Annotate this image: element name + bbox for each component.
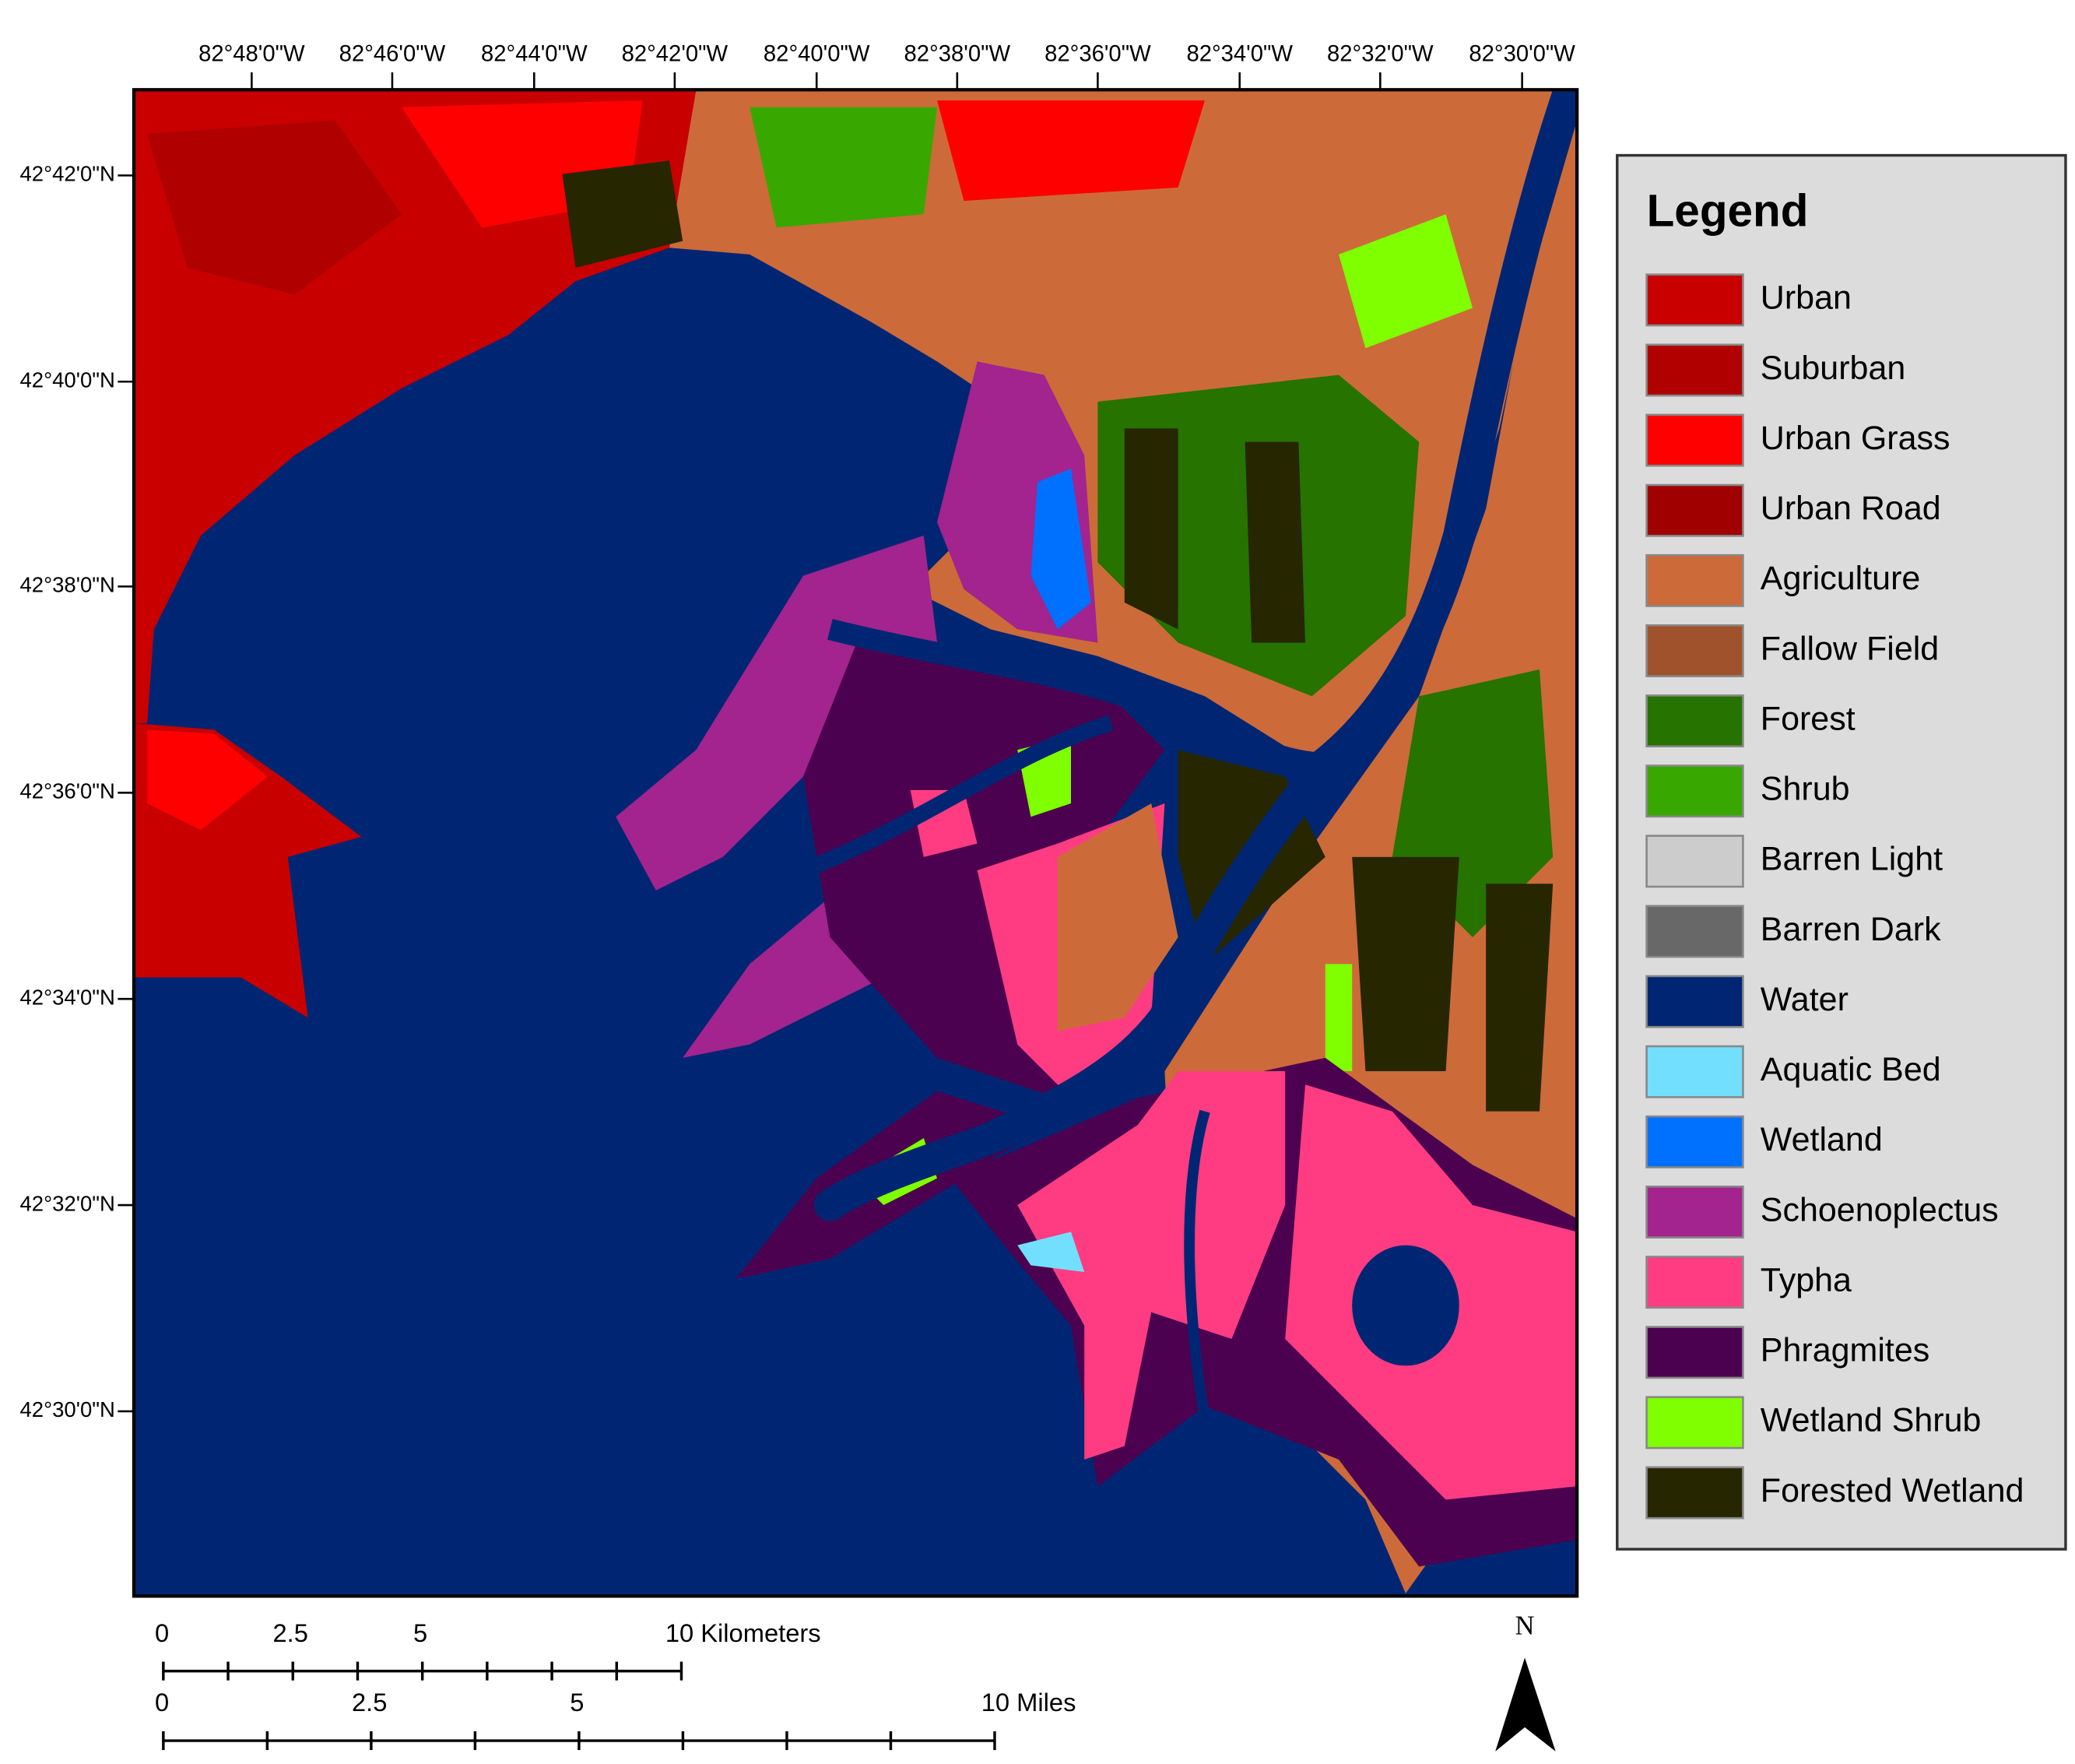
legend-label: Forest	[1761, 700, 1856, 737]
land-forested-wetland	[1245, 441, 1305, 643]
land-agriculture	[1057, 803, 1178, 1031]
longitude-label: 82°40'0"W	[764, 41, 870, 66]
longitude-label: 82°38'0"W	[904, 41, 1011, 66]
legend-label: Shrub	[1761, 771, 1850, 808]
legend-swatch	[1645, 1045, 1744, 1098]
land-aquatic-bed	[1017, 1232, 1085, 1273]
scale-label: 5	[413, 1618, 427, 1647]
legend-label: Barren Dark	[1761, 911, 1941, 948]
legend-swatch	[1645, 1466, 1744, 1520]
legend-label: Urban Grass	[1761, 420, 1950, 457]
scale-label: 0	[155, 1688, 169, 1717]
scale-label: 10 Kilometers	[665, 1618, 821, 1647]
land-forested-wetland	[1352, 856, 1459, 1072]
latitude-label: 42°40'0"N	[19, 368, 114, 392]
north-arrow	[1495, 1657, 1556, 1752]
legend-swatch	[1645, 835, 1744, 888]
legend-label: Urban Road	[1761, 490, 1941, 527]
pond	[1352, 1245, 1459, 1366]
river	[800, 715, 1114, 878]
latitude-label: 42°30'0"N	[19, 1397, 114, 1421]
scale-label: 5	[570, 1688, 584, 1717]
legend-label: Barren Light	[1761, 841, 1943, 878]
legend-label: Typha	[1761, 1261, 1852, 1298]
legend-label: Phragmites	[1761, 1332, 1929, 1369]
land-typha	[1017, 1071, 1286, 1460]
land-wetland-shrub	[1325, 964, 1353, 1072]
land-urban-grass	[147, 729, 268, 831]
legend-label: Suburban	[1761, 350, 1905, 387]
legend-swatch	[1645, 1396, 1744, 1450]
north-label: N	[1515, 1611, 1535, 1640]
longitude-label: 82°48'0"W	[198, 41, 305, 66]
legend-swatch	[1645, 483, 1744, 537]
legend: Legend Urban Suburban Urban Grass Urban Roa…	[1616, 153, 2067, 1551]
legend-label: Urban	[1761, 279, 1852, 317]
longitude-label: 82°44'0"W	[481, 41, 588, 66]
longitude-label: 82°32'0"W	[1327, 41, 1434, 66]
latitude-label: 42°38'0"N	[19, 573, 114, 597]
legend-swatch	[1645, 1326, 1744, 1379]
legend-label: Water	[1761, 981, 1849, 1018]
scale-label: 0	[155, 1618, 169, 1647]
legend-label: Wetland Shrub	[1761, 1402, 1982, 1439]
river	[827, 619, 1326, 775]
legend-swatch	[1645, 1115, 1744, 1168]
land-forested-wetland	[1486, 884, 1554, 1112]
longitude-label: 82°30'0"W	[1469, 41, 1575, 66]
legend-swatch	[1645, 905, 1744, 958]
river	[813, 90, 1578, 1221]
latitude-label: 42°34'0"N	[19, 985, 114, 1009]
scale-bars: 0 2.5 5 10 Kilometers 0 2.5 5 10 Miles	[155, 1618, 1076, 1751]
latitude-label: 42°36'0"N	[19, 779, 114, 803]
longitude-label: 82°42'0"W	[622, 41, 729, 66]
legend-label: Fallow Field	[1761, 630, 1939, 667]
legend-label: Forested Wetland	[1761, 1472, 2024, 1509]
legend-swatch	[1645, 343, 1744, 397]
land-urban-grass	[937, 100, 1205, 202]
land-shrub	[750, 107, 937, 228]
land-wetland-shrub	[1339, 214, 1473, 349]
land-forested-wetland	[1124, 428, 1178, 630]
legend-swatch	[1645, 694, 1744, 748]
latitude-label: 42°32'0"N	[19, 1191, 114, 1215]
map-frame	[132, 88, 1579, 1598]
legend-swatch	[1645, 1256, 1744, 1309]
land-forested-wetland	[562, 160, 683, 269]
legend-swatch	[1645, 553, 1744, 607]
longitude-label: 82°34'0"W	[1186, 41, 1293, 66]
legend-swatch	[1645, 975, 1744, 1028]
legend-swatch	[1645, 624, 1744, 677]
legend-label: Schoenoplectus	[1761, 1191, 1999, 1228]
legend-label: Agriculture	[1761, 560, 1921, 597]
legend-swatch	[1645, 273, 1744, 327]
legend-label: Aquatic Bed	[1761, 1051, 1941, 1088]
map-body	[134, 90, 1578, 1597]
legend-swatch	[1645, 1186, 1744, 1239]
land-suburban	[147, 120, 402, 295]
longitude-label: 82°46'0"W	[339, 41, 446, 66]
legend-title: Legend	[1647, 186, 1809, 237]
river	[1184, 1109, 1210, 1421]
land-schoenoplectus	[616, 536, 937, 891]
scale-label: 2.5	[352, 1688, 387, 1717]
scale-label: 2.5	[273, 1618, 308, 1647]
legend-label: Wetland	[1761, 1121, 1883, 1158]
legend-swatch	[1645, 764, 1744, 818]
scale-label: 10 Miles	[981, 1688, 1076, 1717]
latitude-label: 42°42'0"N	[19, 162, 114, 186]
legend-swatch	[1645, 413, 1744, 467]
longitude-label: 82°36'0"W	[1045, 41, 1151, 66]
land-wetland	[1030, 469, 1091, 630]
